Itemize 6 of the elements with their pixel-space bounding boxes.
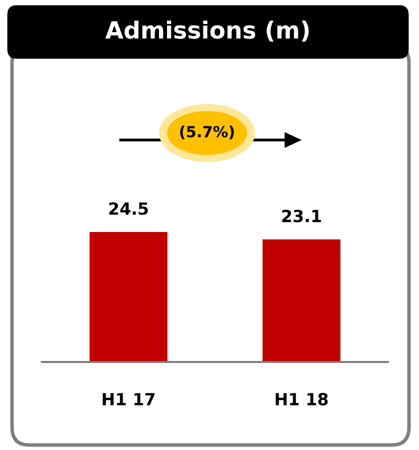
x-tick-label: H1 17 [102, 393, 154, 406]
text: (5.7%) [180, 126, 234, 140]
data-label: 23.1 [282, 210, 321, 222]
data-label: 24.5 [109, 202, 148, 215]
chart-title: Admissions (m) [105, 20, 309, 42]
x-tick-label: H1 18 [276, 392, 328, 406]
